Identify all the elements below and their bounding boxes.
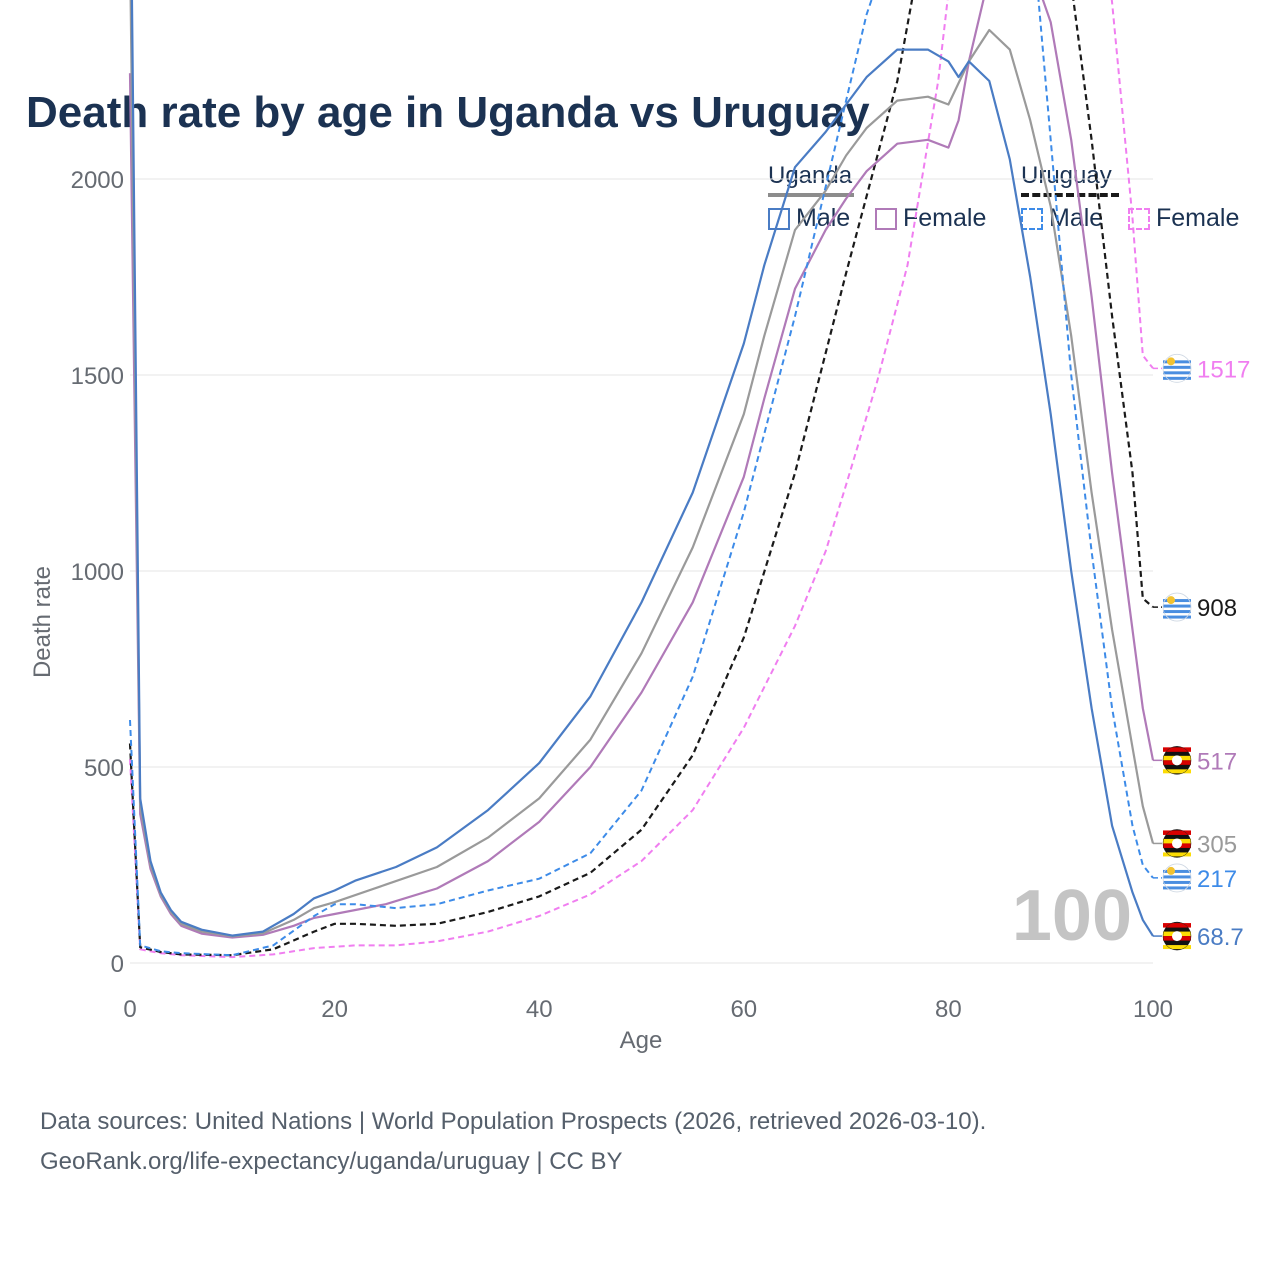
x-tick-label: 20 <box>321 996 348 1023</box>
end-value-label: 908 <box>1197 595 1237 622</box>
uganda-flag-stripe-red-top <box>1163 747 1191 752</box>
uruguay-flag-rim <box>1162 353 1192 383</box>
uganda-flag-crane-disc <box>1172 755 1182 766</box>
source-url: GeoRank.org/life-expectancy/uganda/urugu… <box>40 1148 623 1175</box>
uruguay-flag-stripe <box>1163 875 1191 879</box>
y-tick-label: 500 <box>84 755 124 782</box>
y-tick-label: 0 <box>111 951 124 978</box>
legend-label: Female <box>1156 204 1240 232</box>
uruguay-flag-sun <box>1167 357 1175 366</box>
uganda-flag-rim <box>1162 921 1192 951</box>
year-watermark: 100 <box>1012 876 1132 956</box>
x-tick-label: 60 <box>730 996 757 1023</box>
legend-swatch-icon <box>1128 207 1150 230</box>
uruguay-flag-stripe <box>1163 615 1191 619</box>
series-line-uruguay-male <box>129 0 1154 957</box>
uruguay-flag-stripe <box>1163 365 1191 369</box>
y-tick-label: 2000 <box>71 167 124 194</box>
end-value-label: 517 <box>1197 748 1237 775</box>
series-line-uruguay-female <box>129 0 1154 959</box>
legend-item-uganda-male[interactable]: Male <box>768 204 850 233</box>
uganda-flag-stripe-yellow-bottom <box>1163 852 1191 857</box>
legend-swatch-icon <box>768 207 790 230</box>
uganda-flag-stripe-red-top <box>1163 923 1191 928</box>
uruguay-flag-stripe <box>1163 599 1191 603</box>
legend-group-uruguay-line <box>1021 193 1119 197</box>
uruguay-flag-sun <box>1167 596 1175 605</box>
uganda-flag-stripe-yellow-bottom <box>1163 945 1191 950</box>
uruguay-flag-stripe <box>1163 360 1191 364</box>
uruguay-flag-rim <box>1162 863 1192 893</box>
uganda-flag-stripe-red-top <box>1163 830 1191 835</box>
chart-title: Death rate by age in Uganda vs Uruguay <box>26 88 870 137</box>
uganda-flag-stripe-yellow-bottom <box>1163 769 1191 774</box>
end-value-label: 217 <box>1197 866 1237 893</box>
y-tick-label: 1500 <box>71 363 124 390</box>
series-line-uganda-female <box>128 0 1155 939</box>
uruguay-flag-stripe <box>1163 604 1191 608</box>
series-line-uganda-male <box>130 0 1154 937</box>
legend-group-uganda-line <box>768 193 854 197</box>
uruguay-flag-stripe <box>1163 376 1191 380</box>
legend-group-uganda: Uganda <box>768 162 853 189</box>
x-tick-label: 100 <box>1133 996 1173 1023</box>
uganda-flag-crane-disc <box>1172 931 1182 942</box>
legend-item-uganda-female[interactable]: Female <box>875 204 986 233</box>
uruguay-flag-stripe <box>1163 869 1191 873</box>
y-axis-label: Death rate <box>29 566 56 678</box>
series-line-uruguay-total <box>128 0 1154 957</box>
series-line-uganda-total <box>129 0 1155 938</box>
uruguay-flag-stripe <box>1163 371 1191 375</box>
end-value-label: 68.7 <box>1197 924 1244 951</box>
uruguay-flag-stripe <box>1163 610 1191 614</box>
legend-item-uruguay-female[interactable]: Female <box>1128 204 1239 233</box>
legend-swatch-icon <box>1021 207 1043 230</box>
uganda-flag-rim <box>1162 746 1192 775</box>
y-tick-label: 1000 <box>71 559 124 586</box>
x-tick-label: 40 <box>526 996 553 1023</box>
end-value-label: 305 <box>1197 831 1237 858</box>
source-note: Data sources: United Nations | World Pop… <box>40 1108 987 1135</box>
uganda-flag-crane-disc <box>1172 838 1182 849</box>
legend-swatch-icon <box>875 207 897 230</box>
uruguay-flag-stripe <box>1163 880 1191 884</box>
uganda-flag-rim <box>1162 829 1192 858</box>
legend-label: Female <box>903 204 987 232</box>
uruguay-flag-stripe <box>1163 886 1191 890</box>
x-axis-label: Age <box>620 1027 663 1054</box>
uruguay-flag-sun <box>1167 866 1175 875</box>
x-tick-label: 0 <box>123 996 136 1023</box>
end-value-label: 1517 <box>1197 356 1250 383</box>
uruguay-flag-rim <box>1162 592 1192 622</box>
x-tick-label: 80 <box>935 996 962 1023</box>
